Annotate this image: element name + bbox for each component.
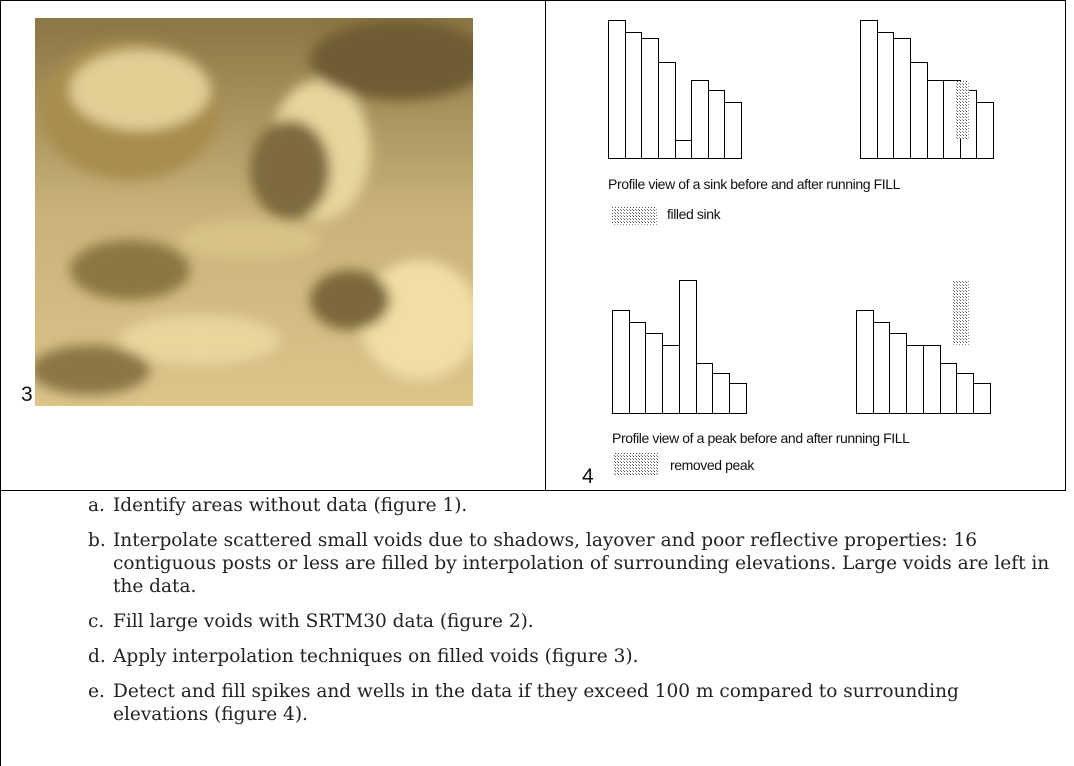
- caption: Profile view of a peak before and after …: [612, 430, 910, 446]
- caption: Profile view of a sink before and after …: [608, 176, 901, 192]
- step-marker: c.: [88, 611, 105, 632]
- step-marker: e.: [88, 681, 105, 702]
- step: a. Identify areas without data (figure 1)…: [0, 494, 1050, 517]
- sink-diagram: [608, 20, 994, 225]
- step-text: Apply interpolation techniques on filled…: [113, 646, 639, 667]
- step-text: Fill large voids with SRTM30 data (figur…: [113, 611, 534, 632]
- step: e. Detect and fill spikes and wells in th…: [0, 680, 1050, 726]
- step: c. Fill large voids with SRTM30 data (fig…: [0, 610, 1050, 633]
- legend-label: filled sink: [667, 206, 722, 222]
- figure-number: 3: [21, 383, 33, 406]
- step-list: a. Identify areas without data (figure 1)…: [0, 494, 1050, 738]
- terrain-image: [35, 18, 473, 406]
- step: d. Apply interpolation techniques on fill…: [0, 645, 1050, 668]
- peak-diagram: [612, 280, 991, 475]
- step-text: Detect and fill spikes and wells in the …: [113, 681, 959, 725]
- step-marker: d.: [88, 646, 106, 667]
- step-marker: b.: [88, 530, 106, 551]
- legend-label: removed peak: [670, 457, 755, 473]
- step-marker: a.: [88, 495, 105, 516]
- figure-number: 4: [582, 465, 594, 488]
- step-text: Interpolate scattered small voids due to…: [113, 530, 1050, 597]
- step-text: Identify areas without data (figure 1).: [113, 495, 468, 516]
- step: b. Interpolate scattered small voids due …: [0, 529, 1050, 598]
